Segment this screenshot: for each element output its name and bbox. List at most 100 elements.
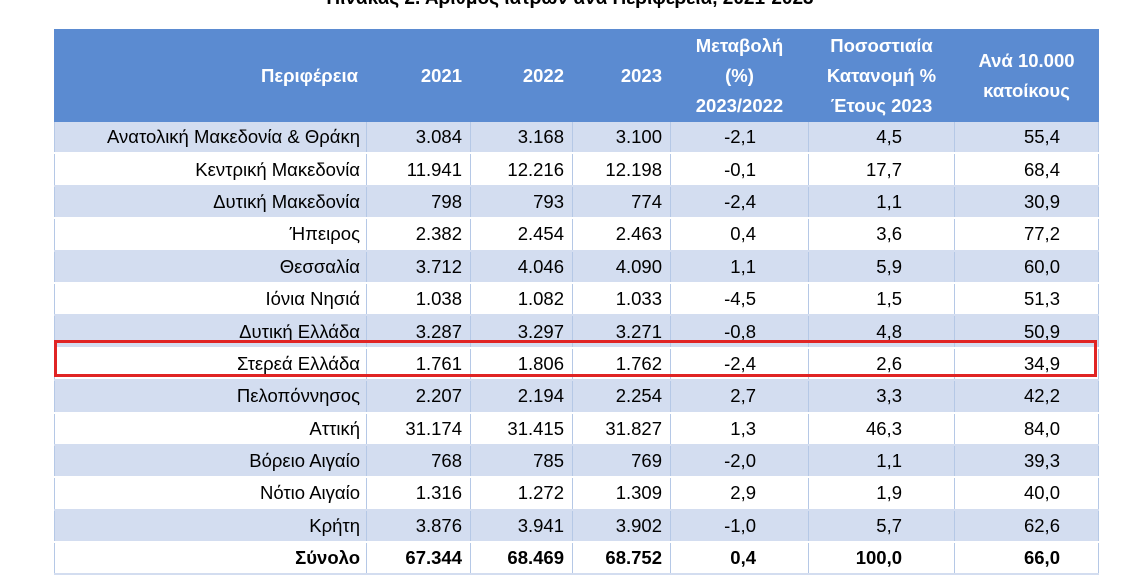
table-row: Δυτική Ελλάδα 3.287 3.297 3.271 -0,8 4,8 50,9 — [54, 315, 1099, 349]
cell-2023: 1.309 — [572, 477, 671, 511]
cell-share: 17,7 — [808, 153, 955, 187]
cell-2022: 1.082 — [470, 282, 573, 317]
cell-2021: 3.712 — [366, 250, 471, 284]
cell-2023: 3.902 — [572, 509, 671, 544]
cell-per10k: 55,4 — [954, 121, 1099, 155]
doctors-by-region-table: Περιφέρεια 2021 2022 2023 Μεταβολή (%) 2… — [54, 29, 1099, 575]
cell-2021: 3.084 — [366, 121, 471, 155]
cell-2022: 785 — [470, 444, 573, 479]
cell-share: 4,8 — [808, 315, 955, 349]
cell-2023: 774 — [572, 185, 671, 220]
cell-region: Βόρειο Αιγαίο — [54, 444, 367, 479]
cell-share: 5,9 — [808, 250, 955, 284]
table-body: Ανατολική Μακεδονία & Θράκη 3.084 3.168 3.1… — [54, 121, 1099, 575]
header-region: Περιφέρεια — [54, 29, 367, 122]
cell-2022: 12.216 — [470, 153, 573, 187]
header-2023: 2023 — [572, 29, 671, 122]
cell-per10k: 77,2 — [954, 218, 1099, 252]
cell-region: Πελοπόννησος — [54, 380, 367, 414]
cell-change: -1,0 — [670, 509, 809, 544]
cell-share: 1,5 — [808, 282, 955, 317]
header-share-line3: Έτους 2023 — [830, 94, 933, 116]
cell-region: Δυτική Μακεδονία — [54, 185, 367, 220]
cell-2022: 3.297 — [470, 315, 573, 349]
cell-share: 1,9 — [808, 477, 955, 511]
cell-share: 1,1 — [808, 185, 955, 220]
table-row: Δυτική Μακεδονία 798 793 774 -2,4 1,1 30,9 — [54, 185, 1099, 220]
cell-region: Δυτική Ελλάδα — [54, 315, 367, 349]
cell-2023: 1.762 — [572, 347, 671, 382]
cell-2022: 1.272 — [470, 477, 573, 511]
header-share: Ποσοστιαία Κατανομή % Έτους 2023 — [808, 29, 955, 122]
table-row: Αττική 31.174 31.415 31.827 1,3 46,3 84,0 — [54, 412, 1099, 446]
cell-per10k: 68,4 — [954, 153, 1099, 187]
cell-2022: 793 — [470, 185, 573, 220]
cell-per10k: 62,6 — [954, 509, 1099, 544]
cell-2022: 4.046 — [470, 250, 573, 284]
cell-region: Αττική — [54, 412, 367, 446]
cell-change: 2,7 — [670, 380, 809, 414]
cell-2021: 3.287 — [366, 315, 471, 349]
cell-2023: 3.271 — [572, 315, 671, 349]
cell-2022: 2.454 — [470, 218, 573, 252]
cell-share: 5,7 — [808, 509, 955, 544]
cell-2021: 1.316 — [366, 477, 471, 511]
cell-2023: 4.090 — [572, 250, 671, 284]
header-2021: 2021 — [366, 29, 471, 122]
cell-2021: 1.038 — [366, 282, 471, 317]
cell-2022: 1.806 — [470, 347, 573, 382]
cell-per10k: 39,3 — [954, 444, 1099, 479]
cell-change: -0,1 — [670, 153, 809, 187]
cell-2021: 3.876 — [366, 509, 471, 544]
table-row: Στερεά Ελλάδα 1.761 1.806 1.762 -2,4 2,6 34,9 — [54, 347, 1099, 382]
cell-share: 46,3 — [808, 412, 955, 446]
header-2022: 2022 — [470, 29, 573, 122]
cell-2023: 12.198 — [572, 153, 671, 187]
cell-2023: 1.033 — [572, 282, 671, 317]
cell-2021: 2.382 — [366, 218, 471, 252]
cell-share: 1,1 — [808, 444, 955, 479]
cell-share: 4,5 — [808, 121, 955, 155]
cell-region: Ιόνια Νησιά — [54, 282, 367, 317]
cell-2021: 2.207 — [366, 380, 471, 414]
cell-2023: 2.254 — [572, 380, 671, 414]
header-per10k-line1: Ανά 10.000 — [978, 49, 1075, 71]
cell-2022: 3.941 — [470, 509, 573, 544]
table-row: Κεντρική Μακεδονία 11.941 12.216 12.198 -0,1… — [54, 153, 1099, 187]
cell-change: -2,4 — [670, 347, 809, 382]
doctors-table-container: Περιφέρεια 2021 2022 2023 Μεταβολή (%) 2… — [54, 29, 1099, 575]
cell-2023: 31.827 — [572, 412, 671, 446]
cell-change: 1,3 — [670, 412, 809, 446]
header-change-line2: (%) — [725, 64, 754, 86]
cell-per10k: 60,0 — [954, 250, 1099, 284]
cell-per10k: 42,2 — [954, 380, 1099, 414]
header-share-line1: Ποσοστιαία — [830, 34, 933, 56]
cell-per10k: 30,9 — [954, 185, 1099, 220]
cell-region: Κεντρική Μακεδονία — [54, 153, 367, 187]
cell-2021: 1.761 — [366, 347, 471, 382]
cell-change: -4,5 — [670, 282, 809, 317]
table-row: Ιόνια Νησιά 1.038 1.082 1.033 -4,5 1,5 51,3 — [54, 282, 1099, 317]
cell-share: 3,6 — [808, 218, 955, 252]
cell-per10k: 50,9 — [954, 315, 1099, 349]
cell-change: -2,0 — [670, 444, 809, 479]
cell-change: -2,4 — [670, 185, 809, 220]
cell-per10k: 51,3 — [954, 282, 1099, 317]
header-change: Μεταβολή (%) 2023/2022 — [670, 29, 809, 122]
cell-2021: 798 — [366, 185, 471, 220]
cell-region: Νότιο Αιγαίο — [54, 477, 367, 511]
cell-region: Σύνολο — [54, 542, 367, 575]
cell-change: -0,8 — [670, 315, 809, 349]
cell-2022: 2.194 — [470, 380, 573, 414]
cell-region: Ανατολική Μακεδονία & Θράκη — [54, 121, 367, 155]
table-caption: Πίνακας 2. Αριθμός ιατρών ανά Περιφέρεια… — [0, 0, 1140, 10]
cell-region: Ήπειρος — [54, 218, 367, 252]
cell-2021: 768 — [366, 444, 471, 479]
header-per10k-line2: κατοίκους — [983, 79, 1070, 101]
cell-per10k: 34,9 — [954, 347, 1099, 382]
header-per10k: Ανά 10.000 κατοίκους — [954, 29, 1099, 122]
cell-per10k: 40,0 — [954, 477, 1099, 511]
cell-region: Κρήτη — [54, 509, 367, 544]
table-row: Βόρειο Αιγαίο 768 785 769 -2,0 1,1 39,3 — [54, 444, 1099, 479]
table-row: Ήπειρος 2.382 2.454 2.463 0,4 3,6 77,2 — [54, 218, 1099, 252]
